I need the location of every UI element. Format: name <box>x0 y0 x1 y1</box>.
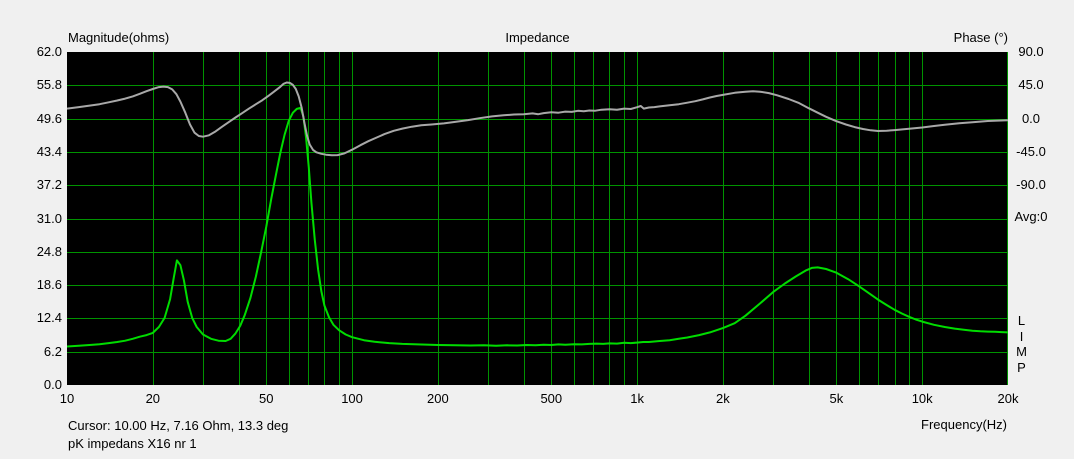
magnitude-tick-label: 31.0 <box>36 210 62 226</box>
avg-indicator: Avg:0 <box>1014 209 1048 224</box>
limp-letter: P <box>1017 359 1026 375</box>
frequency-tick-label: 5k <box>829 391 844 406</box>
frequency-tick-label: 50 <box>259 391 274 406</box>
phase-tick-label: 0.0 <box>1021 110 1041 126</box>
magnitude-curve <box>67 106 1008 348</box>
frequency-tick-label: 200 <box>427 391 449 406</box>
frequency-tick-label: 10 <box>59 391 75 406</box>
frequency-tick-label: 100 <box>341 391 363 406</box>
impedance-plot-area[interactable] <box>67 52 1008 385</box>
magnitude-axis-title: Magnitude(ohms) <box>68 30 170 45</box>
chart-title: Impedance <box>505 30 570 45</box>
phase-tick-label: 45.0 <box>1018 77 1044 93</box>
limp-letter: L <box>1017 313 1026 328</box>
frequency-tick-label: 10k <box>911 391 933 406</box>
frequency-tick-label: 20 <box>145 391 161 406</box>
phase-curve <box>67 81 1008 157</box>
magnitude-tick-label: 6.2 <box>43 343 62 359</box>
magnitude-tick-label: 24.8 <box>36 243 62 259</box>
magnitude-tick-label: 55.8 <box>36 77 62 93</box>
phase-tick-label: 90.0 <box>1018 44 1044 59</box>
phase-tick-label: -90.0 <box>1016 177 1046 193</box>
cursor-readout: Cursor: 10.00 Hz, 7.16 Ohm, 13.3 deg <box>68 418 289 433</box>
frequency-tick-label: 20k <box>997 391 1019 406</box>
magnitude-tick-label: 0.0 <box>43 377 62 392</box>
phase-axis-title: Phase (°) <box>953 30 1008 45</box>
limp-letter: M <box>1016 344 1027 359</box>
frequency-tick-label: 2k <box>716 391 730 406</box>
magnitude-tick-label: 62.0 <box>36 44 62 59</box>
magnitude-tick-label: 43.4 <box>36 143 62 159</box>
magnitude-tick-label: 12.4 <box>36 310 62 326</box>
magnitude-tick-label: 18.6 <box>36 277 62 293</box>
magnitude-tick-label: 49.6 <box>36 110 62 126</box>
frequency-axis-title: Frequency(Hz) <box>921 417 1007 432</box>
frequency-tick-label: 500 <box>540 391 563 406</box>
magnitude-tick-label: 37.2 <box>36 177 62 193</box>
limp-letter: I <box>1019 328 1024 344</box>
frequency-tick-label: 1k <box>630 391 644 406</box>
measurement-name: pK impedans X16 nr 1 <box>68 436 197 451</box>
phase-tick-label: -45.0 <box>1016 143 1046 159</box>
